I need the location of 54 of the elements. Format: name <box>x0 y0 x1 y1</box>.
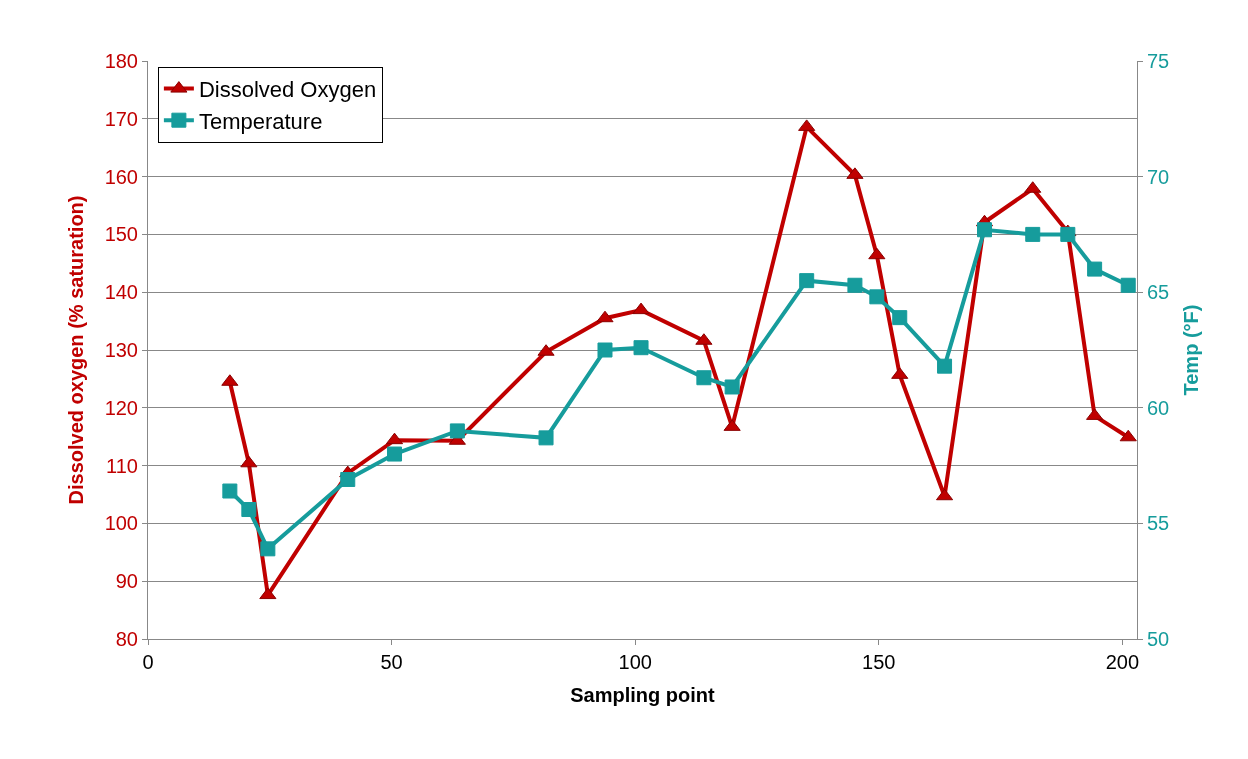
x-tick-label: 50 <box>380 651 403 673</box>
y2-tick-label: 55 <box>1147 512 1170 535</box>
point <box>633 340 649 356</box>
point <box>937 358 953 374</box>
y2-tick-label: 75 <box>1147 50 1170 72</box>
y-tick-label: 140 <box>104 281 138 304</box>
point <box>240 455 258 468</box>
point <box>259 587 277 600</box>
x-tick-label: 150 <box>862 651 896 673</box>
y-tick-label: 150 <box>104 223 138 246</box>
point <box>799 273 815 289</box>
y2-axis-title: Temp (°F) <box>1179 304 1202 396</box>
point <box>387 446 403 462</box>
point <box>241 502 257 518</box>
point <box>977 222 993 238</box>
x-tick-label: 100 <box>618 651 652 673</box>
point <box>596 310 614 323</box>
legend-label: Dissolved Oxygen <box>198 77 377 103</box>
point <box>632 302 650 315</box>
point <box>1120 277 1136 293</box>
point <box>847 277 863 293</box>
y-axis-title: Dissolved oxygen (% saturation) <box>65 195 88 505</box>
y-tick-label: 170 <box>104 107 138 130</box>
point <box>538 430 554 446</box>
point <box>449 423 465 439</box>
point <box>724 379 740 395</box>
x-tick-label: 200 <box>1105 651 1140 673</box>
point <box>1060 226 1076 242</box>
y-tick-label: 90 <box>115 570 138 593</box>
y-tick-label: 100 <box>104 512 138 535</box>
point <box>868 247 886 260</box>
x-tick-label: 0 <box>142 651 154 673</box>
y-tick-label: 180 <box>104 50 138 72</box>
point <box>892 310 908 326</box>
point <box>260 541 276 557</box>
point <box>1119 429 1137 442</box>
y2-tick-label: 50 <box>1147 628 1170 650</box>
point <box>869 289 885 305</box>
y-tick-label: 160 <box>104 165 138 188</box>
point <box>597 342 613 358</box>
y2-tick-label: 60 <box>1147 396 1170 419</box>
y-tick-label: 80 <box>115 628 138 650</box>
y-tick-label: 120 <box>104 396 138 419</box>
point <box>1025 226 1041 242</box>
point <box>340 471 356 487</box>
point <box>696 370 712 386</box>
y-tick-label: 130 <box>104 339 138 361</box>
y-tick-label: 110 <box>106 454 138 477</box>
point <box>1087 261 1103 277</box>
point <box>222 483 238 499</box>
legend-label: Temperature <box>198 108 323 134</box>
y2-tick-label: 65 <box>1147 281 1170 304</box>
x-axis-title: Sampling point <box>570 683 716 706</box>
y2-tick-label: 70 <box>1147 165 1170 188</box>
